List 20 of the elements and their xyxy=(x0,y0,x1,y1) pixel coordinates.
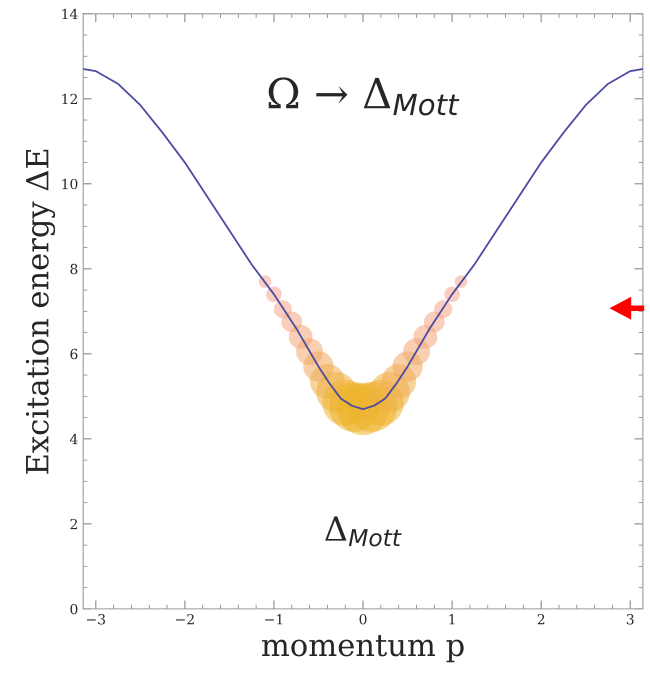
y-tick-label: 8 xyxy=(70,264,78,274)
x-tick-label: 3 xyxy=(626,614,634,624)
y-tick-label: 2 xyxy=(70,518,77,530)
y-tick-label: 10 xyxy=(62,178,78,190)
x-tick-label: 0 xyxy=(360,614,367,624)
x-tick-label: −1 xyxy=(265,614,282,624)
annotation: Δ$_{Mott}$ xyxy=(325,516,402,546)
annotation: Ω → Δ$_{Mott}$ xyxy=(268,77,460,116)
x-tick-label: 1 xyxy=(449,614,455,624)
x-axis-title: momentum p xyxy=(262,635,464,662)
x-tick-label: −2 xyxy=(176,614,194,624)
y-tick-label: 6 xyxy=(70,348,78,360)
x-tick-label: −3 xyxy=(87,614,106,624)
x-tick-label: 2 xyxy=(538,614,544,624)
y-tick-label: 4 xyxy=(70,434,78,444)
y-tick-label: 14 xyxy=(62,8,78,20)
y-tick-label: 0 xyxy=(70,604,78,614)
y-tick-label: 12 xyxy=(62,94,77,104)
line-series xyxy=(83,68,643,410)
y-axis-title: Excitation energy ΔE xyxy=(26,150,56,474)
